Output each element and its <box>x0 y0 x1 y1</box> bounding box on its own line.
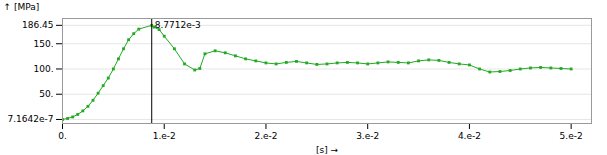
svg-text:0.: 0. <box>58 131 67 141</box>
svg-text:1.e-2: 1.e-2 <box>153 131 176 141</box>
svg-text:7.1642e-7: 7.1642e-7 <box>7 114 53 124</box>
svg-text:2.e-2: 2.e-2 <box>254 131 277 141</box>
svg-text:100.: 100. <box>33 64 53 74</box>
svg-text:8.7712e-3: 8.7712e-3 <box>155 20 201 30</box>
svg-text:[s] →: [s] → <box>316 145 339 155</box>
svg-text:50.: 50. <box>39 89 53 99</box>
svg-text:150.: 150. <box>33 39 53 49</box>
svg-text:↑ [MPa]: ↑ [MPa] <box>4 2 40 12</box>
svg-text:4.e-2: 4.e-2 <box>458 131 481 141</box>
svg-text:5.e-2: 5.e-2 <box>560 131 583 141</box>
svg-text:186.45: 186.45 <box>22 20 54 30</box>
svg-text:3.e-2: 3.e-2 <box>356 131 379 141</box>
